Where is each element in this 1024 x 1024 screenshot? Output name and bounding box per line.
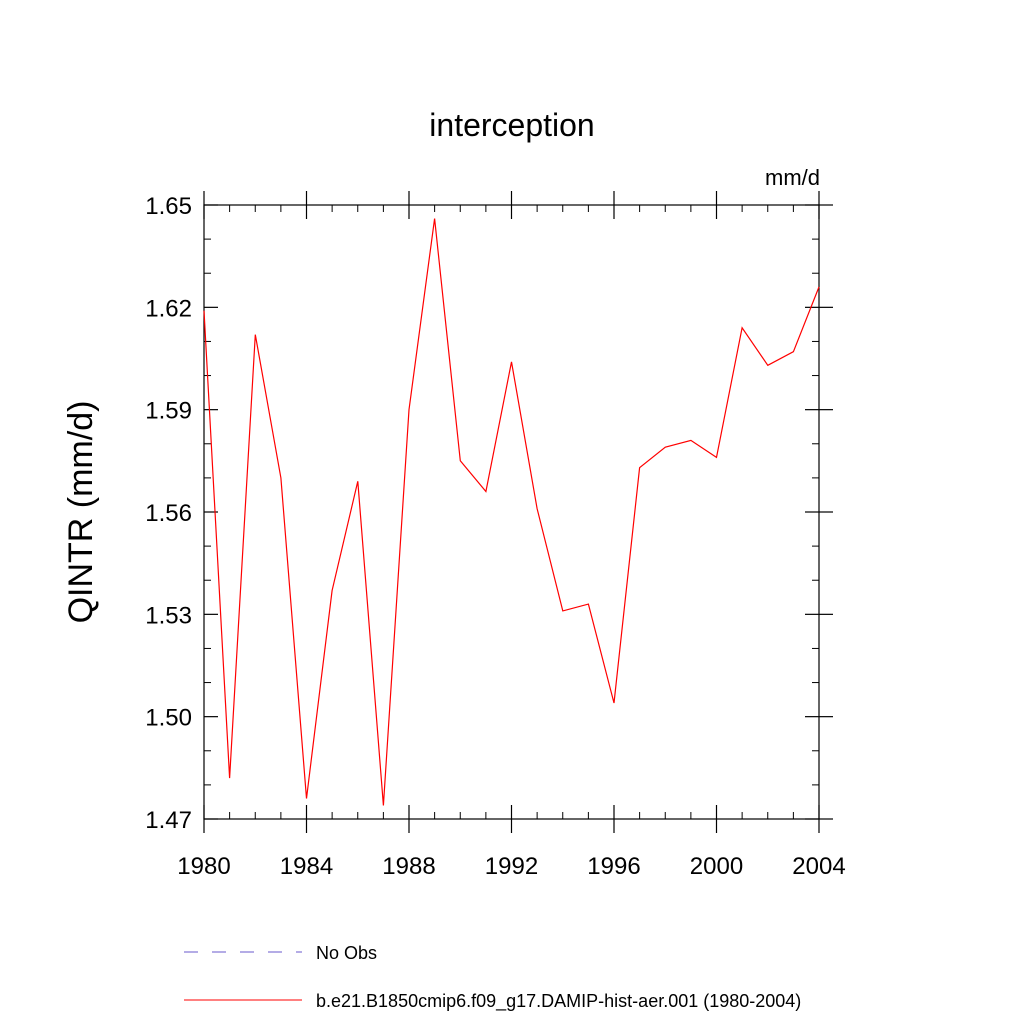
plot-frame: [203, 204, 820, 820]
data-point: [459, 459, 462, 462]
x-tick-label: 1984: [280, 853, 333, 880]
y-tick-label: 1.65: [145, 193, 192, 220]
x-tick-label: 1996: [587, 853, 640, 880]
data-point: [818, 285, 821, 288]
data-point: [382, 804, 385, 807]
x-tick-label: 2000: [690, 853, 743, 880]
data-point: [228, 777, 231, 780]
y-axis-label: QINTR (mm/d): [62, 401, 100, 624]
legend-label: No Obs: [316, 943, 377, 963]
x-tick-label: 2004: [792, 853, 845, 880]
x-tick-label: 1988: [382, 853, 435, 880]
data-point: [433, 217, 436, 220]
data-point: [510, 360, 513, 363]
data-point: [279, 476, 282, 479]
series-layer: [203, 217, 821, 807]
data-point: [305, 797, 308, 800]
data-point: [536, 507, 539, 510]
data-point: [203, 309, 206, 312]
y-tick-label: 1.47: [145, 807, 192, 834]
x-tick-label: 1980: [177, 853, 230, 880]
y-tick-label: 1.56: [145, 500, 192, 527]
data-point: [408, 408, 411, 411]
y-tick-label: 1.50: [145, 705, 192, 732]
units-label: mm/d: [765, 165, 820, 190]
data-point: [561, 609, 564, 612]
data-point: [484, 490, 487, 493]
data-point: [254, 333, 257, 336]
x-tick-label: 1992: [485, 853, 538, 880]
data-point: [331, 589, 334, 592]
chart-title: interception: [429, 107, 594, 143]
y-tick-label: 1.59: [145, 398, 192, 425]
legend-label: b.e21.B1850cmip6.f09_g17.DAMIP-hist-aer.…: [316, 991, 801, 1012]
data-point: [766, 364, 769, 367]
data-point: [689, 439, 692, 442]
data-point: [741, 326, 744, 329]
legend: No Obs b.e21.B1850cmip6.f09_g17.DAMIP-his…: [184, 943, 801, 1012]
data-point: [613, 702, 616, 705]
data-point: [792, 350, 795, 353]
data-point: [715, 456, 718, 459]
data-point: [356, 480, 359, 483]
data-point: [664, 446, 667, 449]
y-tick-label: 1.62: [145, 295, 192, 322]
series-line: [203, 218, 820, 806]
axis-ticks: 1980 1984 1988 1992 1996 2000 2004 1.47 1.50 1.53…: [145, 191, 846, 880]
data-point: [638, 466, 641, 469]
data-point: [587, 603, 590, 606]
y-tick-label: 1.53: [145, 602, 192, 629]
